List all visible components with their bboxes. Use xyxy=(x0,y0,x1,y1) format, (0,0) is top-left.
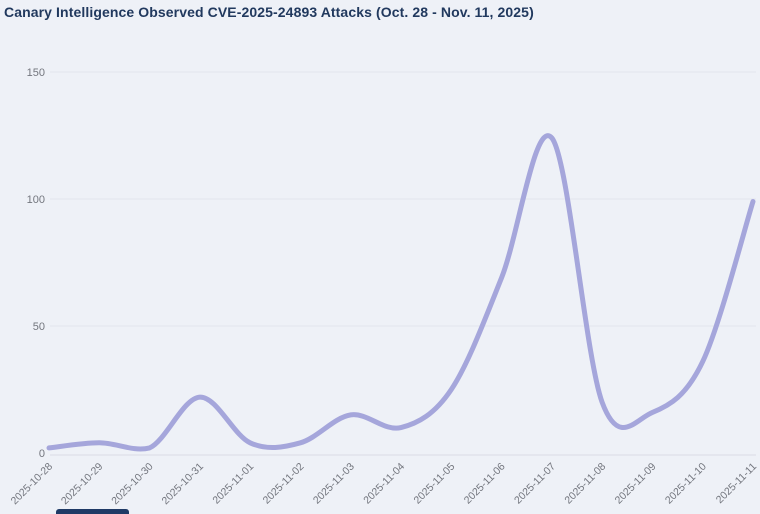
x-axis-label: 2025-11-08 xyxy=(562,461,608,507)
attacks-series-line xyxy=(46,133,756,452)
y-axis-label: 50 xyxy=(33,321,45,333)
x-axis-label: 2025-11-09 xyxy=(613,461,659,507)
x-axis-label: 2025-11-11 xyxy=(714,461,759,506)
x-axis-label: 2025-10-30 xyxy=(109,461,156,508)
y-axis-label: 100 xyxy=(27,194,45,206)
x-axis-label: 2025-11-02 xyxy=(261,461,307,507)
x-axis-label: 2025-10-31 xyxy=(160,461,207,508)
x-axis-label: 2025-11-03 xyxy=(311,461,357,507)
chart-title: Canary Intelligence Observed CVE-2025-24… xyxy=(4,4,534,20)
y-axis-label: 0 xyxy=(39,448,45,460)
x-axis-label: 2025-10-28 xyxy=(9,461,56,508)
x-axis-label: 2025-11-10 xyxy=(663,461,709,507)
x-axis-label: 2025-11-05 xyxy=(411,461,457,507)
y-axis-label: 150 xyxy=(27,67,45,79)
x-axis-label: 2025-11-04 xyxy=(361,461,407,507)
x-axis-label: 2025-11-01 xyxy=(210,461,256,507)
x-axis-label: 2025-11-07 xyxy=(512,461,558,507)
x-axis-label: 2025-10-29 xyxy=(59,461,106,508)
x-axis-label: 2025-11-06 xyxy=(462,461,508,507)
clipped-bottom-element xyxy=(56,509,129,514)
